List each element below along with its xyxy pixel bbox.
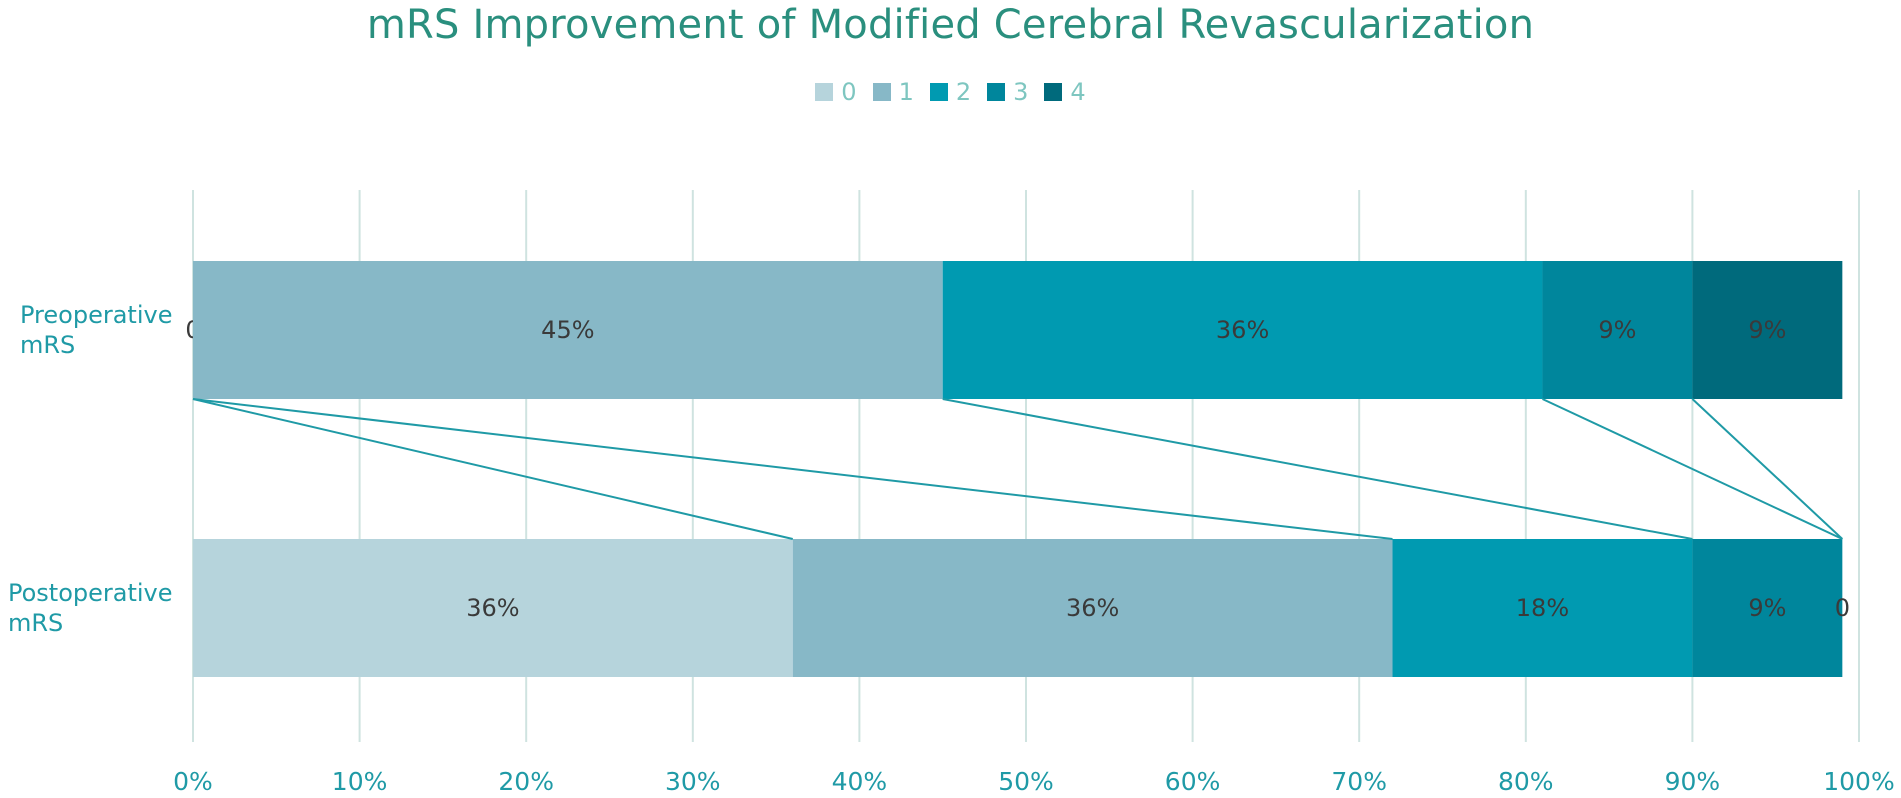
- legend-label: 3: [1013, 78, 1029, 106]
- legend-swatch: [929, 83, 948, 101]
- bar-segment: [1392, 539, 1693, 677]
- category-label-line: Preoperative: [20, 301, 172, 329]
- connector-line: [192, 398, 1393, 540]
- data-label: 9%: [1748, 594, 1786, 622]
- data-label: 0: [1835, 594, 1850, 622]
- bar-segment: [942, 261, 1543, 399]
- legend-label: 2: [955, 78, 972, 106]
- bar-segment: [792, 539, 1393, 677]
- legend-swatch: [872, 83, 891, 101]
- data-label: 36%: [1216, 316, 1269, 344]
- x-tick-label: 100%: [1823, 767, 1894, 796]
- connector-line: [1691, 398, 1844, 540]
- connector-line: [942, 398, 1693, 540]
- bar-segment: [193, 539, 793, 677]
- data-label: 9%: [1748, 316, 1786, 344]
- legend-item: 0: [815, 78, 857, 106]
- legend: 0 1 2 3 4: [0, 78, 1901, 106]
- category-label-line: mRS: [8, 609, 63, 637]
- bar-segment: [1542, 261, 1693, 399]
- legend-item: 2: [929, 78, 972, 106]
- legend-label: 0: [841, 78, 857, 106]
- x-tick-label: 70%: [1331, 767, 1387, 796]
- category-label-line: mRS: [20, 331, 75, 359]
- x-tick-label: 10%: [332, 767, 388, 796]
- x-tick-label: 90%: [1665, 767, 1721, 796]
- bar-segment: [1692, 539, 1843, 677]
- data-label: 36%: [466, 594, 519, 622]
- legend-label: 4: [1070, 78, 1086, 106]
- connector-line: [192, 398, 793, 540]
- legend-swatch: [987, 83, 1006, 101]
- data-label: 18%: [1516, 594, 1569, 622]
- bar-segment: [1692, 261, 1843, 399]
- x-tick-label: 50%: [998, 767, 1054, 796]
- legend-swatch: [1044, 83, 1063, 101]
- x-tick-label: 60%: [1165, 767, 1221, 796]
- x-tick-label: 0%: [173, 767, 213, 796]
- x-tick-label: 20%: [498, 767, 554, 796]
- category-label-line: Postoperative: [8, 579, 173, 607]
- legend-swatch: [815, 83, 834, 101]
- legend-item: 4: [1044, 78, 1086, 106]
- connector-line: [1542, 398, 1843, 540]
- data-label: 45%: [541, 316, 594, 344]
- legend-item: 1: [872, 78, 914, 106]
- x-tick-label: 80%: [1498, 767, 1554, 796]
- x-tick-label: 40%: [832, 767, 888, 796]
- legend-item: 3: [987, 78, 1028, 106]
- chart-title: mRS Improvement of Modified Cerebral Rev…: [366, 2, 1535, 48]
- data-label: 9%: [1598, 316, 1636, 344]
- x-tick-label: 30%: [665, 767, 721, 796]
- legend-label: 1: [898, 78, 914, 106]
- bar-segment: [193, 261, 943, 399]
- data-label: 36%: [1066, 594, 1119, 622]
